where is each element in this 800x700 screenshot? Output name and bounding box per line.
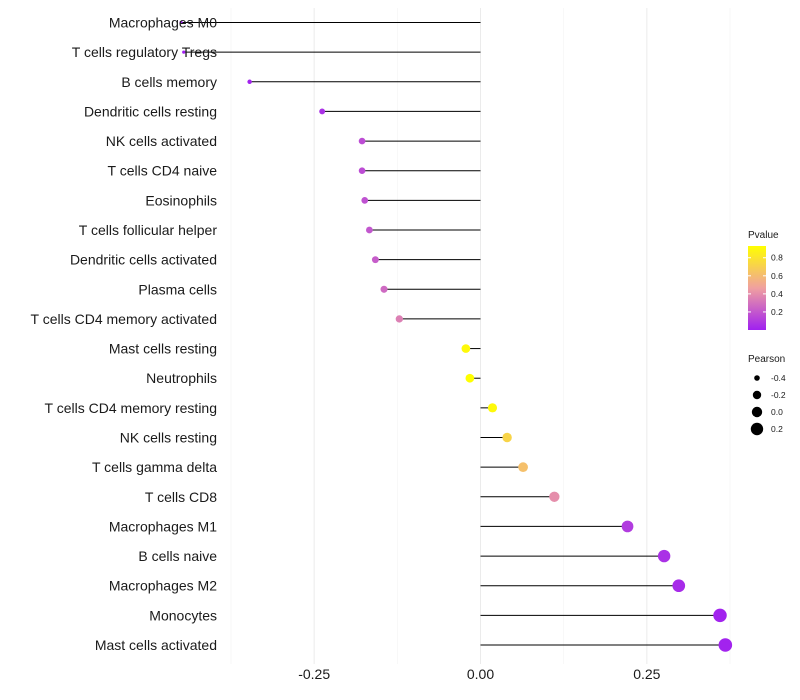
- x-tick-label: 0.25: [633, 666, 660, 682]
- legend-pvalue-tick-label: 0.6: [771, 271, 783, 281]
- category-label: Plasma cells: [138, 281, 217, 297]
- category-label: Mast cells activated: [95, 637, 217, 653]
- category-label: Neutrophils: [146, 370, 217, 386]
- x-tick-label: 0.00: [467, 666, 494, 682]
- category-label: T cells CD4 memory resting: [45, 400, 217, 416]
- category-label: T cells follicular helper: [79, 222, 218, 238]
- point: [621, 520, 634, 533]
- category-label: T cells gamma delta: [92, 459, 217, 475]
- legend-pearson-label: -0.2: [771, 390, 786, 400]
- points: [179, 20, 733, 652]
- legend-pearson-dot: [751, 406, 763, 418]
- legend-pvalue: Pvalue 0.2 0.4 0.6 0.8: [748, 230, 783, 330]
- stems: [181, 22, 726, 646]
- x-axis-ticks: -0.25 0.00 0.25: [298, 666, 660, 682]
- category-label: T cells CD8: [145, 489, 217, 505]
- legend-pvalue-colorbar: [748, 246, 766, 330]
- category-label: T cells CD4 naive: [108, 163, 218, 179]
- point: [358, 167, 366, 175]
- legend-pearson-dot: [750, 422, 764, 436]
- category-label: Dendritic cells activated: [70, 252, 217, 268]
- legend-pvalue-tick-label: 0.2: [771, 307, 783, 317]
- legend-pearson-keys: -0.4 -0.2 0.0 0.2: [750, 373, 786, 436]
- category-label: Dendritic cells resting: [84, 103, 217, 119]
- category-label: Mast cells resting: [109, 341, 217, 357]
- legend-pearson-label: 0.0: [771, 407, 783, 417]
- point: [365, 226, 373, 234]
- grid-lines: [230, 8, 731, 664]
- legend-pearson-dot: [752, 390, 762, 400]
- category-label: Eosinophils: [145, 192, 217, 208]
- category-label: NK cells resting: [120, 430, 217, 446]
- category-label: Monocytes: [149, 607, 217, 623]
- point: [487, 403, 498, 413]
- legend-pvalue-title: Pvalue: [748, 230, 779, 241]
- point: [395, 315, 404, 323]
- point: [179, 20, 183, 25]
- legend-pearson-dot: [754, 375, 760, 381]
- point: [358, 137, 366, 145]
- point: [718, 638, 733, 652]
- point: [371, 256, 379, 264]
- category-label: T cells regulatory Tregs: [72, 44, 217, 60]
- legend-pearson-title: Pearson: [748, 354, 785, 365]
- x-tick-label: -0.25: [298, 666, 330, 682]
- category-label: B cells memory: [121, 74, 217, 90]
- category-label: T cells CD4 memory activated: [31, 311, 217, 327]
- legend-pvalue-tick-label: 0.4: [771, 289, 783, 299]
- point: [549, 491, 560, 502]
- category-label: Macrophages M1: [109, 518, 217, 534]
- legend-pvalue-tick-label: 0.8: [771, 253, 783, 263]
- point: [461, 344, 471, 353]
- point: [518, 462, 528, 473]
- category-label: Macrophages M2: [109, 578, 217, 594]
- legend-pearson-label: -0.4: [771, 373, 786, 383]
- point: [319, 108, 326, 115]
- point: [380, 285, 388, 293]
- point: [713, 608, 727, 623]
- point: [182, 50, 186, 54]
- legend-pearson: Pearson -0.4 -0.2 0.0 0.2: [748, 354, 786, 436]
- legend-pvalue-ticks: 0.2 0.4 0.6 0.8: [748, 253, 783, 317]
- point: [247, 79, 252, 85]
- point: [465, 373, 475, 383]
- category-label: Macrophages M0: [109, 15, 217, 31]
- point: [657, 549, 671, 563]
- category-label: NK cells activated: [106, 133, 217, 149]
- point: [672, 579, 686, 593]
- category-label: B cells naive: [138, 548, 217, 564]
- category-labels: Macrophages M0 T cells regulatory Tregs B …: [31, 15, 218, 654]
- legend-pearson-label: 0.2: [771, 424, 783, 434]
- point: [502, 432, 512, 443]
- point: [361, 197, 369, 204]
